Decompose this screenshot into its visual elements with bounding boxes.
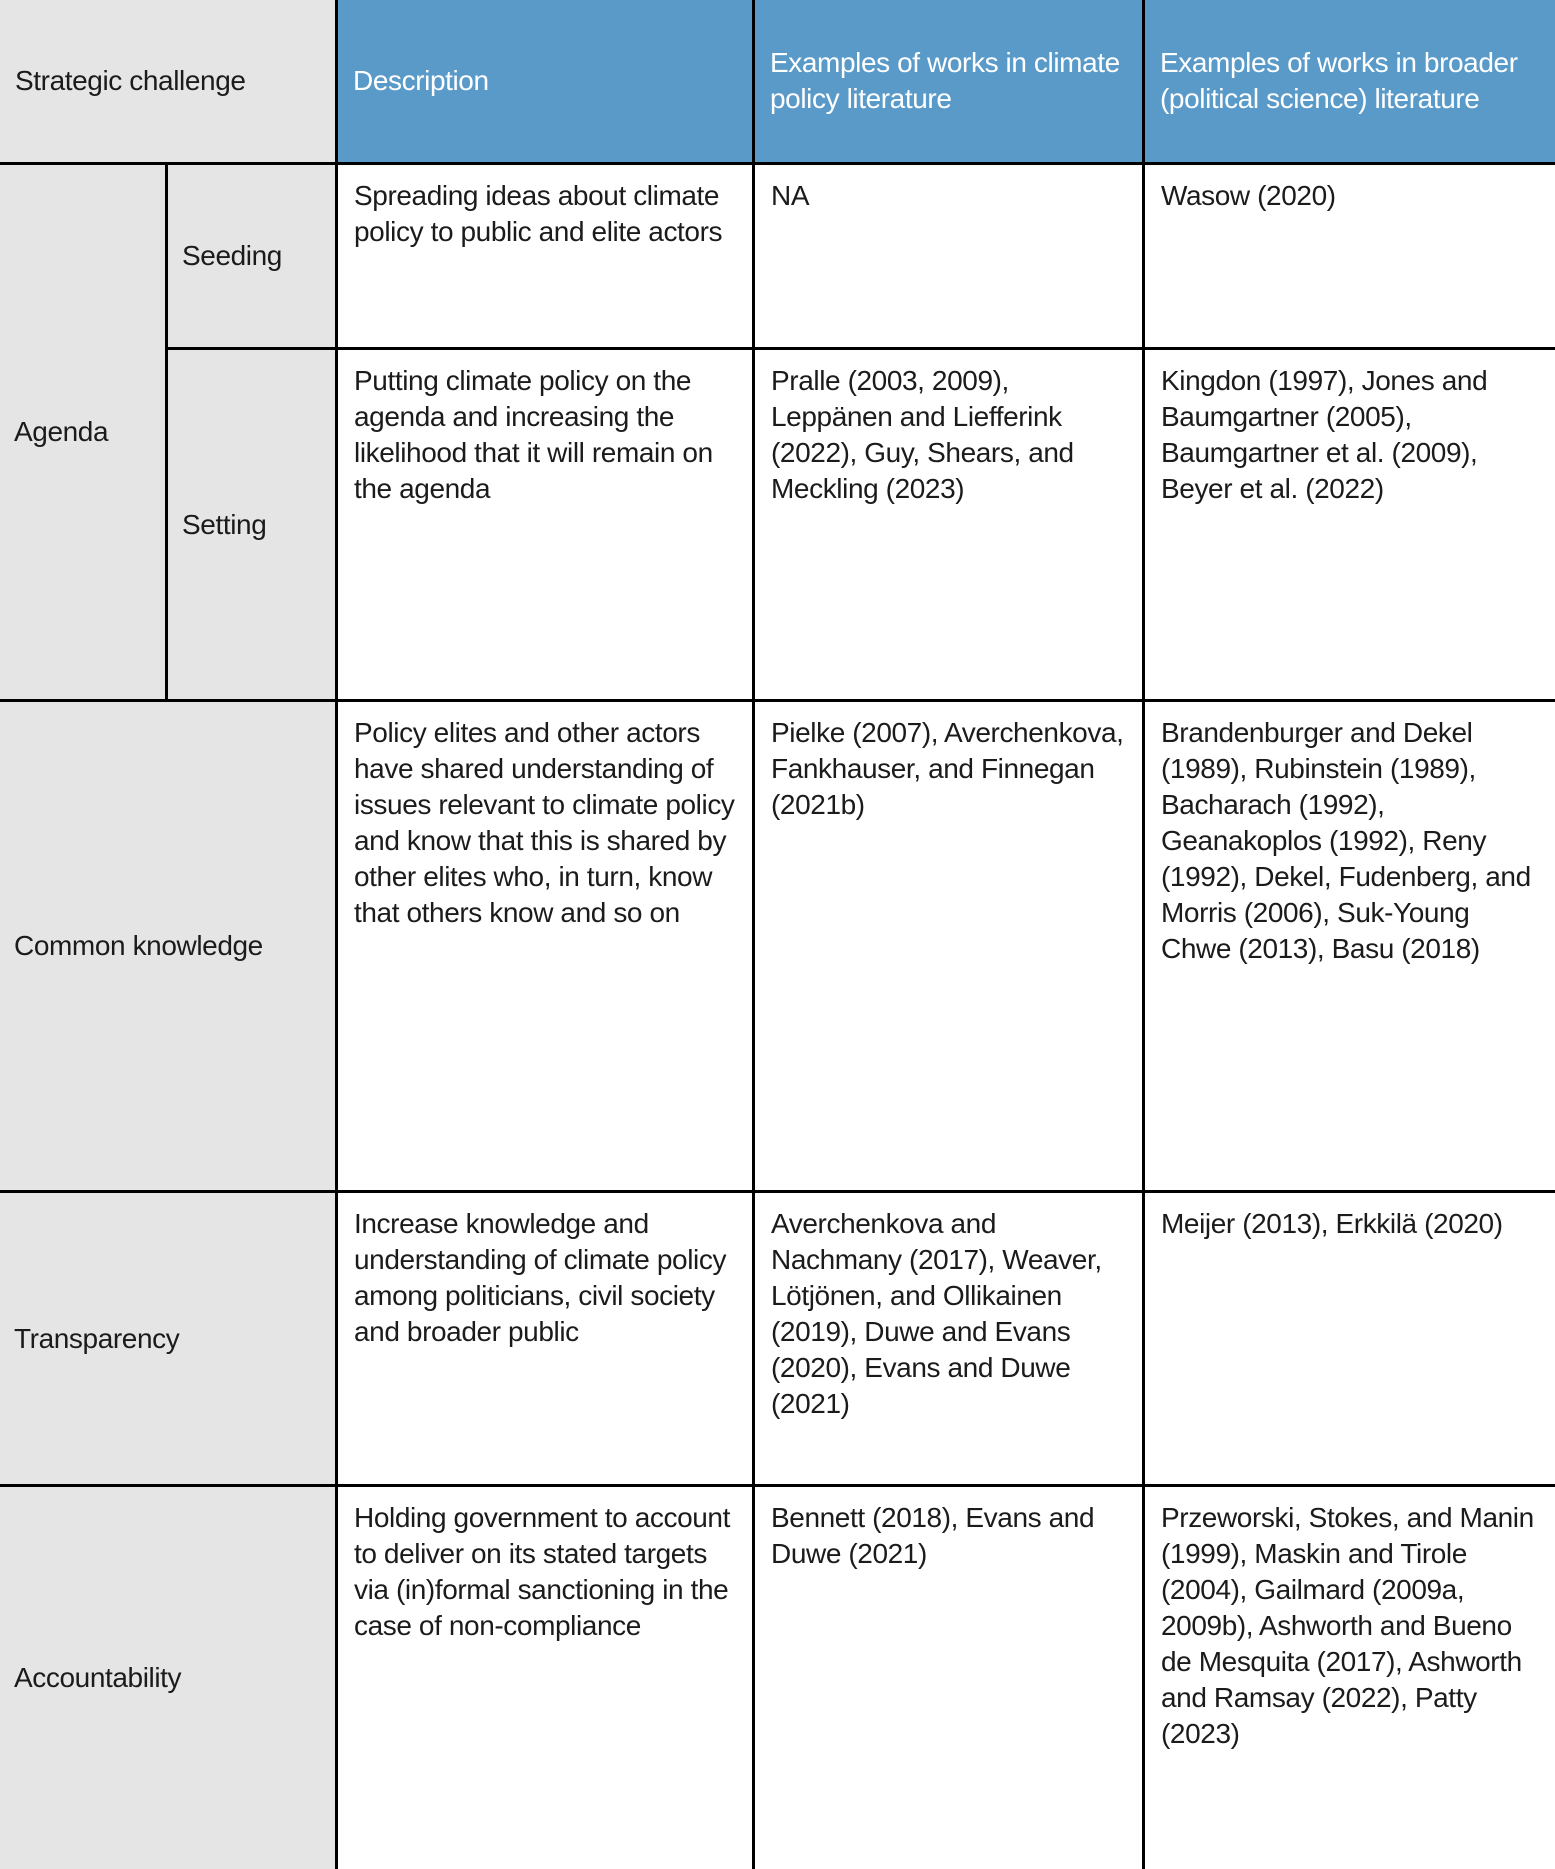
subchallenge-setting-label: Setting [168, 350, 338, 702]
header-description: Description [338, 0, 755, 165]
challenge-common-knowledge-label: Common knowledge [0, 702, 338, 1193]
common-knowledge-description-cell: Policy elites and other actors have shar… [338, 702, 755, 1193]
accountability-broader-examples-cell: Przeworski, Stokes, and Manin (1999), Ma… [1161, 1502, 1534, 1749]
seeding-description-cell: Spreading ideas about climate policy to … [338, 165, 755, 350]
setting-broader-examples-cell: Kingdon (1997), Jones and Baumgartner (2… [1145, 350, 1555, 702]
transparency-description-cell: Increase knowledge and understanding of … [338, 1193, 755, 1487]
challenge-accountability-label: Accountability [0, 1487, 338, 1869]
common-knowledge-climate-examples-cell: Pielke (2007), Averchenkova, Fankhauser,… [755, 702, 1145, 1193]
common-knowledge-broader-examples-cell: Brandenburger and Dekel (1989), Rubinste… [1145, 702, 1555, 1193]
setting-description-cell: Putting climate policy on the agenda and… [338, 350, 755, 702]
transparency-broader-examples-cell: Meijer (2013), Erkkilä (2020) [1145, 1193, 1555, 1487]
header-examples-climate: Examples of works in climate policy lite… [755, 0, 1145, 165]
seeding-broader-examples-cell: Wasow (2020) [1145, 165, 1555, 350]
setting-climate-examples-cell: Pralle (2003, 2009), Leppänen and Lieffe… [755, 350, 1145, 702]
accountability-climate-examples-cell: Bennett (2018), Evans and Duwe (2021) [755, 1487, 1145, 1869]
transparency-climate-examples-cell: Averchenkova and Nachmany (2017), Weaver… [755, 1193, 1145, 1487]
challenge-transparency-label: Transparency [0, 1193, 338, 1487]
accountability-description-cell: Holding government to account to deliver… [338, 1487, 755, 1869]
subchallenge-seeding-label: Seeding [168, 165, 338, 350]
header-strategic-challenge: Strategic challenge [0, 0, 338, 165]
header-examples-broader: Examples of works in broader (political … [1145, 0, 1555, 165]
challenge-agenda-label: Agenda [0, 165, 168, 702]
seeding-climate-examples-cell: NA [755, 165, 1145, 350]
